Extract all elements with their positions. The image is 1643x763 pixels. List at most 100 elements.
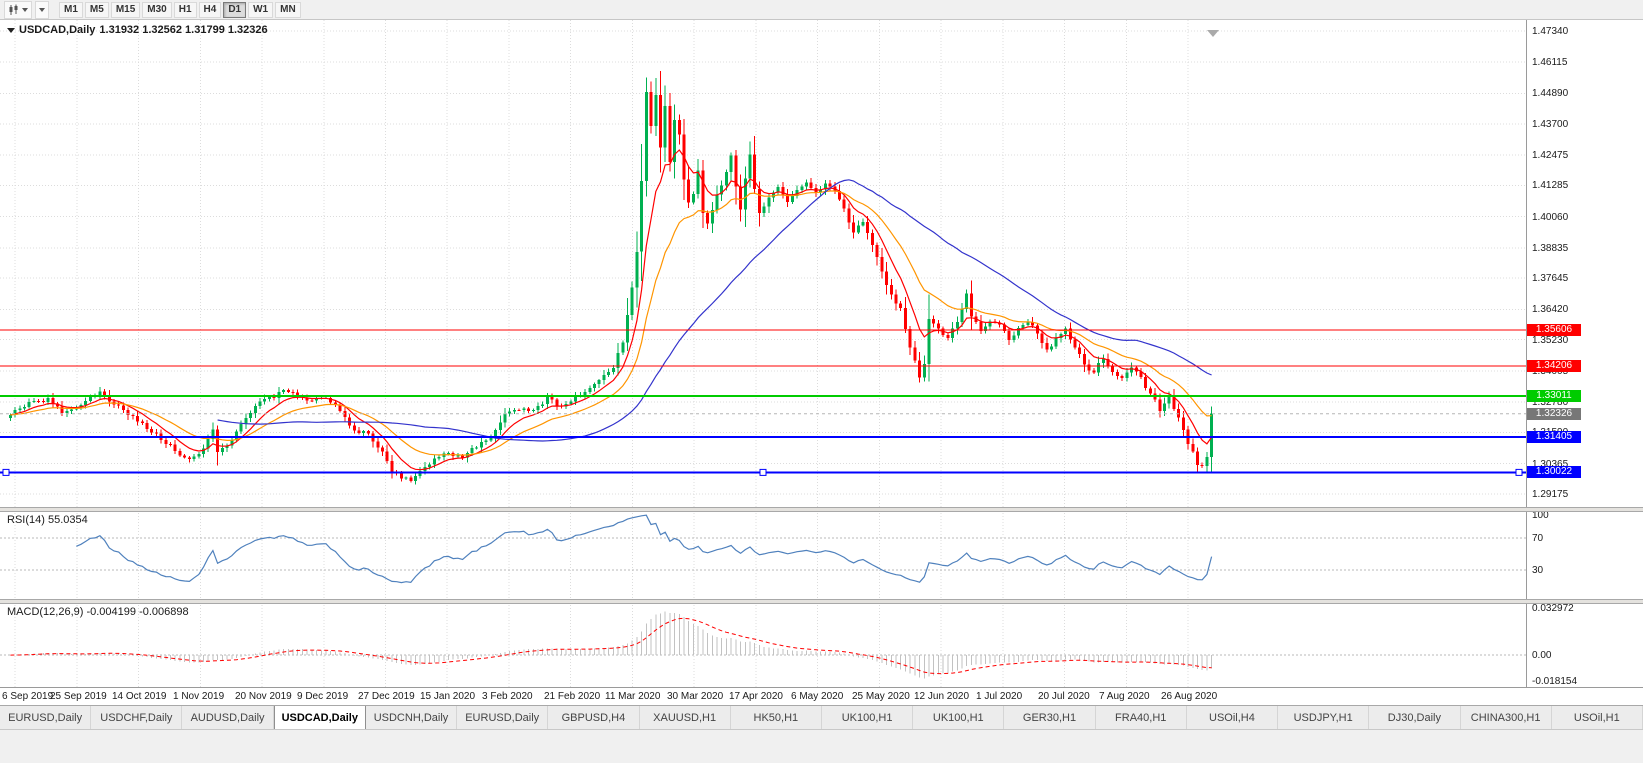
price-tick-label: 1.32780 [1532, 397, 1569, 408]
price-tick-label: 1.43700 [1532, 119, 1569, 130]
price-tick-label: 1.41285 [1532, 180, 1569, 191]
chart-tab[interactable]: AUDUSD,Daily [182, 706, 274, 729]
timeframe-button-d1[interactable]: D1 [223, 1, 247, 18]
current-price-badge: 1.32326 [1527, 408, 1581, 420]
price-line-badge: 1.31405 [1527, 431, 1581, 443]
chart-tab[interactable]: GBPUSD,H4 [548, 706, 640, 729]
chart-tab[interactable]: XAUUSD,H1 [640, 706, 731, 729]
price-tick-label: 1.40060 [1532, 212, 1569, 223]
chart-ohlc-values: 1.31932 1.32562 1.31799 1.32326 [99, 24, 268, 36]
chart-tab[interactable]: USDCAD,Daily [273, 706, 366, 729]
date-label: 3 Feb 2020 [482, 691, 533, 702]
chart-tab[interactable]: GER30,H1 [1004, 706, 1096, 729]
date-label: 25 Sep 2019 [50, 691, 107, 702]
chart-tab[interactable]: USDJPY,H1 [1278, 706, 1370, 729]
chart-tab[interactable]: CHINA300,H1 [1461, 706, 1552, 729]
chart-type-button[interactable] [4, 0, 32, 19]
date-label: 11 Mar 2020 [605, 691, 661, 702]
timeframe-button-h4[interactable]: H4 [198, 1, 222, 18]
timeframe-button-m15[interactable]: M15 [110, 1, 141, 18]
chart-tab[interactable]: USDCNH,Daily [366, 706, 458, 729]
chart-tab[interactable]: USDCHF,Daily [91, 706, 183, 729]
chart-tabs-bar: EURUSD,Daily USDCHF,Daily AUDUSD,Daily USDC… [0, 705, 1643, 729]
timeframe-button-m1[interactable]: M1 [59, 1, 83, 18]
macd-axis-label: -0.018154 [1532, 676, 1578, 687]
price-tick-label: 1.30365 [1532, 459, 1569, 470]
price-line-badge: 1.34206 [1527, 360, 1581, 372]
date-label: 14 Oct 2019 [112, 691, 167, 702]
macd-title: MACD(12,26,9) -0.004199 -0.006898 [7, 606, 189, 618]
price-line-badge: 1.35606 [1527, 324, 1581, 336]
macd-panel: MACD(12,26,9) -0.004199 -0.006898 0.0329… [0, 602, 1643, 687]
rsi-panel: RSI(14) 55.0354 100 70 30 [0, 510, 1643, 599]
rsi-level-label: 70 [1532, 533, 1544, 544]
macd-plot[interactable]: MACD(12,26,9) -0.004199 -0.006898 [0, 602, 1526, 687]
chart-tab[interactable]: EURUSD,Daily [457, 706, 549, 729]
chart-symbol-label: USDCAD,Daily [19, 24, 96, 36]
price-line-badge: 1.33011 [1527, 390, 1581, 402]
rsi-axis[interactable]: 100 70 30 [1526, 510, 1643, 599]
date-label: 7 Aug 2020 [1099, 691, 1150, 702]
rsi-level-label: 100 [1532, 510, 1549, 521]
price-tick-label: 1.44890 [1532, 88, 1569, 99]
date-label: 30 Mar 2020 [667, 691, 724, 702]
price-tick-label: 1.38835 [1532, 243, 1569, 254]
price-tick-label: 1.37645 [1532, 273, 1569, 284]
timeframe-button-h1[interactable]: H1 [173, 1, 197, 18]
chart-tab[interactable]: HK50,H1 [731, 706, 822, 729]
chart-tab[interactable]: USOil,H4 [1187, 706, 1279, 729]
timeframe-button-m5[interactable]: M5 [84, 1, 109, 18]
macd-axis[interactable]: 0.032972 0.00 -0.018154 [1526, 602, 1643, 687]
candlestick-chart-icon [9, 4, 18, 15]
macd-axis-label: 0.00 [1532, 650, 1552, 661]
status-strip [0, 729, 1643, 763]
date-label: 9 Dec 2019 [297, 691, 349, 702]
chart-tab[interactable]: DJ30,Daily [1369, 706, 1461, 729]
date-label: 20 Jul 2020 [1038, 691, 1090, 702]
dropdown-arrow-icon [22, 7, 28, 12]
date-label: 26 Aug 2020 [1161, 691, 1218, 702]
price-tick-label: 1.42475 [1532, 150, 1569, 161]
timeframe-button-w1[interactable]: W1 [248, 1, 274, 18]
date-label: 1 Nov 2019 [173, 691, 225, 702]
price-tick-label: 1.46115 [1532, 57, 1568, 68]
rsi-plot[interactable]: RSI(14) 55.0354 [0, 510, 1526, 599]
price-axis[interactable]: 1.47340 1.46115 1.44890 1.43700 1.42475 1.412… [1526, 20, 1643, 507]
panel-separator[interactable] [0, 599, 1643, 604]
chart-tab[interactable]: UK100,H1 [822, 706, 914, 729]
date-label: 21 Feb 2020 [544, 691, 601, 702]
date-label: 1 Jul 2020 [976, 691, 1023, 702]
macd-axis-label: 0.032972 [1532, 603, 1574, 614]
chart-tab[interactable]: UK100,H1 [913, 706, 1005, 729]
chart-plot[interactable]: USDCAD,Daily 1.31932 1.32562 1.31799 1.3… [0, 20, 1526, 507]
chart-tab[interactable]: USOil,H1 [1552, 706, 1643, 729]
dropdown-arrow-icon [39, 7, 45, 12]
date-label: 27 Dec 2019 [358, 691, 415, 702]
date-label: 6 May 2020 [791, 691, 844, 702]
timeframe-button-mn[interactable]: MN [275, 1, 301, 18]
chart-title: USDCAD,Daily 1.31932 1.32562 1.31799 1.3… [7, 24, 268, 36]
toolbar: M1 M5 M15 M30 H1 H4 D1 W1 MN [0, 0, 1643, 20]
date-label: 12 Jun 2020 [914, 691, 970, 702]
date-label: 15 Jan 2020 [420, 691, 476, 702]
date-label: 20 Nov 2019 [235, 691, 292, 702]
price-tick-label: 1.36420 [1532, 304, 1569, 315]
toolbar-dropdown-button[interactable] [35, 0, 49, 19]
rsi-title: RSI(14) 55.0354 [7, 514, 88, 526]
timeframe-button-m30[interactable]: M30 [142, 1, 172, 18]
chart-tab[interactable]: EURUSD,Daily [0, 706, 92, 729]
panel-separator[interactable] [0, 507, 1643, 512]
price-tick-label: 1.47340 [1532, 26, 1569, 37]
price-tick-label: 1.29175 [1532, 489, 1569, 500]
date-label: 17 Apr 2020 [729, 691, 783, 702]
rsi-level-label: 30 [1532, 565, 1544, 576]
price-tick-label: 1.35230 [1532, 335, 1569, 346]
date-label: 6 Sep 2019 [2, 691, 54, 702]
date-axis[interactable]: 6 Sep 2019 25 Sep 2019 14 Oct 2019 1 Nov 20… [0, 687, 1643, 705]
date-label: 25 May 2020 [852, 691, 910, 702]
title-triangle-icon [7, 27, 15, 33]
main-chart-panel: USDCAD,Daily 1.31932 1.32562 1.31799 1.3… [0, 20, 1643, 507]
chart-tab[interactable]: FRA40,H1 [1096, 706, 1187, 729]
price-line-badge: 1.30022 [1527, 466, 1581, 478]
